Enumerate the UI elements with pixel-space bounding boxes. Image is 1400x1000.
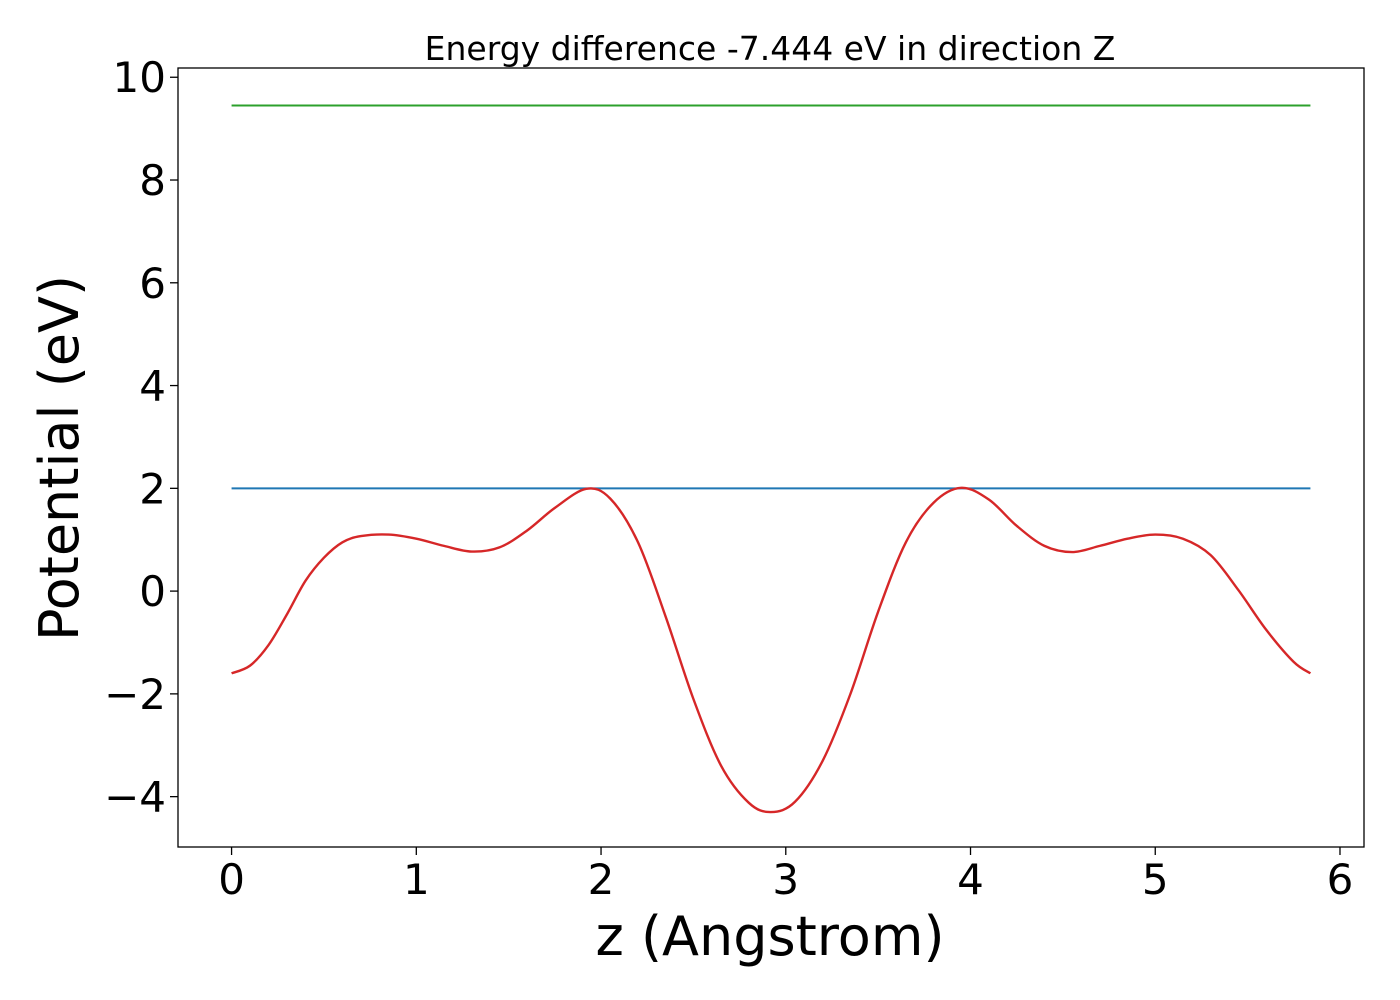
- series-layer: [231, 104, 1312, 814]
- x-tick-label: 2: [588, 855, 615, 904]
- y-tick-label: −2: [104, 670, 166, 719]
- x-axis-label: z (Angstrom): [595, 905, 944, 968]
- x-tick-label: 1: [403, 855, 430, 904]
- x-tick-label: 6: [1327, 855, 1354, 904]
- x-tick-label: 0: [218, 855, 245, 904]
- x-tick-label: 4: [957, 855, 984, 904]
- x-tick-label: 3: [772, 855, 799, 904]
- y-tick-label: 10: [113, 53, 166, 102]
- x-tick-label: 5: [1142, 855, 1169, 904]
- series-line-2: [231, 486, 1312, 814]
- y-axis-label: Potential (eV): [28, 275, 91, 641]
- plot-area-frame: [177, 67, 1365, 848]
- y-tick-label: −4: [104, 773, 166, 822]
- tick-layer: 0 1 2 3 4 5 6 −4 −2 0 2 4 6 8 10: [104, 53, 1353, 904]
- y-tick-label: 4: [139, 362, 166, 411]
- y-tick-label: 6: [139, 259, 166, 308]
- y-tick-label: 8: [139, 156, 166, 205]
- y-tick-label: 2: [139, 464, 166, 513]
- chart-title: Energy difference -7.444 eV in direction…: [425, 29, 1116, 68]
- y-tick-label: 0: [139, 567, 166, 616]
